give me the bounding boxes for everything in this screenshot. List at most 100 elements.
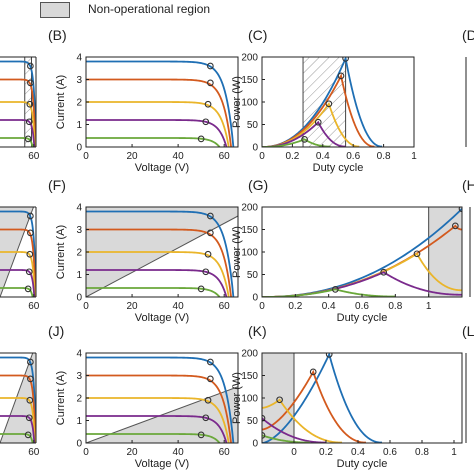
plot-area-k xyxy=(262,353,383,443)
x-tick-label: 0.6 xyxy=(383,447,397,458)
y-tick-label: 2 xyxy=(76,394,82,405)
panel-c: 0 0.2 0.4 0.6 0.8 1 0 50 100 150 200 Duty cycle Powe… xyxy=(231,27,417,174)
x-tick-label: 20 xyxy=(126,151,138,162)
panel-b: 0 20 40 60 0 1 2 3 4 Voltage (V) Current (A) (B) xyxy=(48,27,239,174)
y-tick-label: 100 xyxy=(241,98,258,109)
series-line-1 xyxy=(0,356,36,443)
mpp-marker-5 xyxy=(301,136,308,143)
mpp-marker-2 xyxy=(27,79,34,87)
mpp-marker-5 xyxy=(197,431,205,439)
x-tick-label: 1 xyxy=(411,151,417,162)
y-tick-label: 100 xyxy=(241,248,258,259)
panel-label: (G) xyxy=(248,177,268,193)
panel-i: 60 xyxy=(0,352,40,458)
x-tick-label: 0.6 xyxy=(346,151,360,162)
series-line-5 xyxy=(86,137,221,147)
y-axis-label: Current (A) xyxy=(55,75,67,129)
x-tick-label: 60 xyxy=(219,447,231,458)
x-tick-label: 60 xyxy=(28,301,40,312)
x-tick-label: 40 xyxy=(173,301,185,312)
x-tick-label: 0 xyxy=(291,447,297,458)
mpp-marker-4 xyxy=(25,414,33,422)
y-tick-label: 4 xyxy=(76,203,82,214)
mpp-marker-3 xyxy=(26,250,34,258)
mpp-marker-4 xyxy=(202,414,210,422)
plot-area-b xyxy=(86,60,235,147)
x-axis-label: Duty cycle xyxy=(313,162,364,174)
x-tick-label: 0 xyxy=(83,151,89,162)
mpp-marker-1 xyxy=(27,358,34,366)
mpp-marker-2 xyxy=(207,79,214,87)
y-tick-label: 150 xyxy=(241,75,258,86)
mpp-marker-1 xyxy=(207,212,214,220)
panel-g: 0 0.2 0.4 0.6 0.8 1 0 50 100 150 200 Duty cycle Powe… xyxy=(231,177,463,324)
mpp-marker-1 xyxy=(458,207,462,213)
series-line-1 xyxy=(0,210,36,297)
mpp-marker-1 xyxy=(207,358,214,366)
mpp-marker-2 xyxy=(309,368,317,376)
y-axis-label: Current (A) xyxy=(55,371,67,425)
y-tick-label: 0 xyxy=(76,143,82,154)
mpp-marker-4 xyxy=(380,268,388,276)
panel-a: 60 xyxy=(0,56,40,162)
y-tick-label: 50 xyxy=(247,120,259,131)
panel-label: (B) xyxy=(48,27,67,43)
x-tick-label: 0.8 xyxy=(388,301,402,312)
panel-d: (D xyxy=(462,27,474,147)
series-line-2 xyxy=(0,78,36,147)
legend-label: Non-operational region xyxy=(88,2,211,16)
x-tick-label: 60 xyxy=(28,447,40,458)
panel-label: (D xyxy=(462,27,474,43)
mpp-marker-3 xyxy=(26,396,34,404)
x-tick-label: 0.4 xyxy=(322,301,336,312)
y-tick-label: 200 xyxy=(241,53,258,64)
load-line xyxy=(86,215,238,297)
panel-label: (C) xyxy=(248,27,267,43)
plot-area-a xyxy=(0,57,36,147)
series-line-1 xyxy=(86,356,235,443)
x-axis-label: Voltage (V) xyxy=(135,162,189,174)
mpp-marker-4 xyxy=(202,118,210,126)
mpp-marker-4 xyxy=(202,268,210,276)
x-tick-label: 0.2 xyxy=(285,151,299,162)
y-tick-label: 50 xyxy=(247,270,259,281)
panel-label: (L xyxy=(462,323,474,339)
x-axis-label: Voltage (V) xyxy=(135,458,189,470)
series-line-3 xyxy=(0,251,36,297)
mpp-marker-5 xyxy=(331,286,339,293)
y-axis-label: Power (W) xyxy=(231,226,243,278)
x-tick-label: 0.4 xyxy=(351,447,365,458)
x-tick-label: 20 xyxy=(126,447,138,458)
mpp-marker-1 xyxy=(207,62,214,70)
mpp-marker-5 xyxy=(197,285,205,293)
mpp-marker-2 xyxy=(27,375,34,383)
panel-label: (F) xyxy=(48,177,66,193)
y-tick-label: 100 xyxy=(241,394,258,405)
y-tick-label: 0 xyxy=(76,293,82,304)
x-tick-label: 60 xyxy=(28,151,40,162)
panel-h: (H xyxy=(462,177,474,297)
mpp-marker-2 xyxy=(27,229,34,237)
y-axis-label: Power (W) xyxy=(231,76,243,128)
y-tick-label: 3 xyxy=(76,75,82,86)
panel-l: (L xyxy=(462,323,474,443)
x-tick-label: 20 xyxy=(126,301,138,312)
series-line-4 xyxy=(0,119,36,147)
legend-swatch xyxy=(40,2,70,18)
plot-area-i xyxy=(0,353,36,443)
mpp-marker-4 xyxy=(25,118,33,126)
mpp-marker-2 xyxy=(451,222,459,230)
mpp-marker-3 xyxy=(204,396,212,404)
mpp-marker-5 xyxy=(24,431,32,439)
gray-region xyxy=(428,207,462,297)
mpp-marker-3 xyxy=(204,250,212,258)
panel-label: (K) xyxy=(248,323,267,339)
series-line-5 xyxy=(262,434,310,443)
x-tick-label: 0.8 xyxy=(377,151,391,162)
plot-area-f xyxy=(86,207,238,297)
panel-j: 0 20 40 60 0 1 2 3 4 Voltage (V) Current (A) (J) xyxy=(48,323,239,470)
series-line-3 xyxy=(0,397,36,443)
x-tick-label: 0 xyxy=(259,151,265,162)
y-tick-label: 2 xyxy=(76,248,82,259)
